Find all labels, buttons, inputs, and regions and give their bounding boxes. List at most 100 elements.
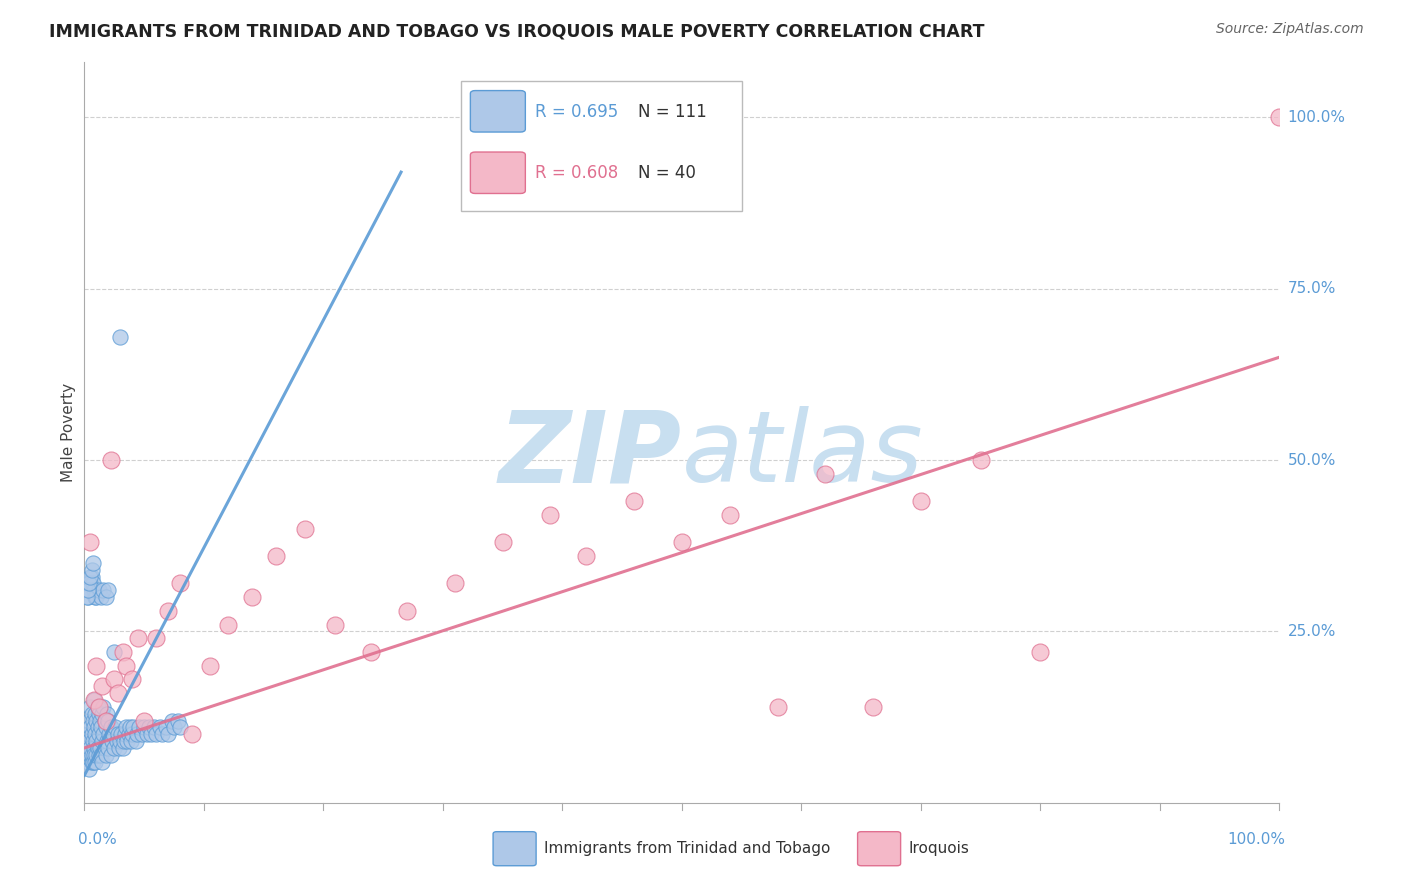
- Point: [91, 755, 114, 769]
- Text: N = 111: N = 111: [638, 103, 706, 121]
- Point: [444, 576, 467, 591]
- Point: [83, 741, 105, 756]
- Point: [84, 755, 107, 769]
- Point: [115, 720, 138, 734]
- Text: 50.0%: 50.0%: [1288, 452, 1336, 467]
- Point: [79, 569, 101, 583]
- Text: Immigrants from Trinidad and Tobago: Immigrants from Trinidad and Tobago: [544, 841, 831, 856]
- Point: [141, 727, 163, 741]
- Point: [127, 632, 149, 646]
- Point: [110, 727, 132, 741]
- Text: IMMIGRANTS FROM TRINIDAD AND TOBAGO VS IROQUOIS MALE POVERTY CORRELATION CHART: IMMIGRANTS FROM TRINIDAD AND TOBAGO VS I…: [49, 22, 984, 40]
- Text: R = 0.695: R = 0.695: [534, 103, 619, 121]
- Point: [671, 535, 693, 549]
- Point: [90, 720, 112, 734]
- Point: [94, 747, 117, 762]
- Point: [108, 741, 131, 756]
- Point: [112, 734, 135, 748]
- Point: [294, 522, 316, 536]
- Point: [80, 755, 103, 769]
- Point: [77, 755, 100, 769]
- Point: [82, 714, 104, 728]
- Point: [87, 747, 110, 762]
- Point: [163, 720, 186, 734]
- Point: [80, 747, 103, 762]
- Point: [84, 727, 107, 741]
- Point: [575, 549, 598, 563]
- Point: [96, 706, 118, 721]
- Point: [166, 714, 188, 728]
- Point: [107, 727, 129, 741]
- Point: [540, 508, 562, 522]
- Point: [86, 747, 108, 762]
- Text: 75.0%: 75.0%: [1288, 281, 1336, 296]
- Point: [492, 535, 515, 549]
- Point: [86, 714, 108, 728]
- Point: [80, 569, 103, 583]
- Point: [135, 727, 157, 741]
- Point: [76, 741, 98, 756]
- Point: [862, 699, 884, 714]
- Point: [132, 714, 156, 728]
- Point: [114, 727, 136, 741]
- Text: Iroquois: Iroquois: [910, 841, 970, 856]
- Point: [1029, 645, 1052, 659]
- Point: [87, 706, 110, 721]
- Text: Source: ZipAtlas.com: Source: ZipAtlas.com: [1216, 22, 1364, 37]
- Point: [157, 604, 180, 618]
- Point: [80, 563, 103, 577]
- Point: [155, 720, 177, 734]
- Point: [93, 741, 115, 756]
- Point: [125, 727, 148, 741]
- Point: [93, 714, 115, 728]
- Point: [84, 706, 107, 721]
- Point: [198, 658, 221, 673]
- Point: [79, 747, 101, 762]
- Point: [169, 576, 191, 591]
- Point: [79, 741, 101, 756]
- Point: [86, 699, 108, 714]
- Point: [86, 720, 108, 734]
- Point: [86, 741, 108, 756]
- FancyBboxPatch shape: [471, 91, 526, 132]
- Point: [104, 720, 127, 734]
- Point: [83, 747, 105, 762]
- Point: [110, 734, 132, 748]
- Text: 100.0%: 100.0%: [1227, 832, 1285, 847]
- Point: [103, 645, 125, 659]
- Point: [79, 699, 101, 714]
- Point: [181, 727, 204, 741]
- Point: [90, 747, 112, 762]
- Point: [970, 453, 993, 467]
- Point: [77, 714, 100, 728]
- Point: [91, 679, 114, 693]
- Point: [86, 658, 108, 673]
- Point: [100, 747, 122, 762]
- Point: [89, 714, 111, 728]
- Text: atlas: atlas: [682, 407, 924, 503]
- Text: 25.0%: 25.0%: [1288, 624, 1336, 639]
- Point: [93, 583, 115, 598]
- Point: [240, 590, 263, 604]
- Point: [97, 714, 120, 728]
- Point: [325, 617, 347, 632]
- Point: [101, 727, 124, 741]
- Point: [87, 699, 110, 714]
- Point: [76, 590, 98, 604]
- Point: [84, 590, 107, 604]
- Point: [82, 734, 104, 748]
- Point: [77, 727, 100, 741]
- Point: [94, 720, 117, 734]
- Point: [117, 727, 139, 741]
- Point: [97, 741, 120, 756]
- Text: R = 0.608: R = 0.608: [534, 164, 619, 183]
- Point: [93, 699, 115, 714]
- Point: [77, 590, 100, 604]
- Point: [145, 632, 167, 646]
- Point: [105, 734, 128, 748]
- Point: [97, 583, 120, 598]
- Point: [82, 576, 104, 591]
- Point: [132, 720, 156, 734]
- Point: [87, 583, 110, 598]
- Point: [160, 714, 183, 728]
